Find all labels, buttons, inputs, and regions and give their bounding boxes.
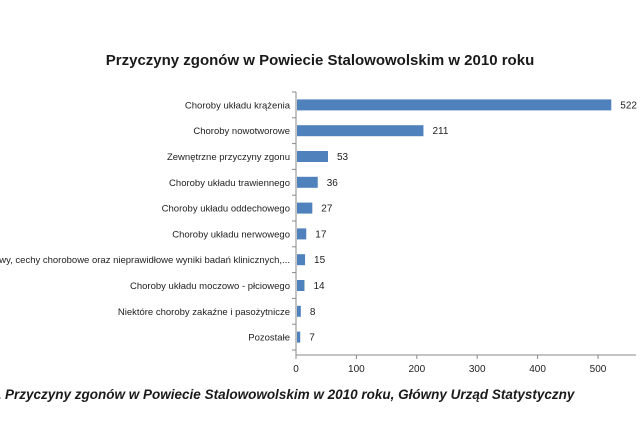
bar bbox=[297, 125, 424, 137]
category-label: Choroby układu moczowo - płciowego bbox=[130, 281, 290, 292]
value-label: 522 bbox=[620, 100, 637, 111]
bar bbox=[297, 280, 305, 291]
category-label: Zewnętrzne przyczyny zgonu bbox=[167, 152, 290, 163]
bar bbox=[297, 228, 307, 240]
category-labels: Choroby układu krążenia Choroby nowotworo… bbox=[0, 100, 291, 343]
x-tick-label: 0 bbox=[293, 364, 299, 375]
value-label: 53 bbox=[337, 152, 349, 163]
category-label: Objawy, cechy chorobowe oraz nieprawidło… bbox=[0, 255, 290, 266]
bar bbox=[297, 99, 612, 111]
value-label: 15 bbox=[314, 255, 326, 266]
x-tick-label: 300 bbox=[469, 364, 486, 375]
value-labels: 522 211 53 36 27 17 15 14 8 7 bbox=[309, 100, 637, 343]
figure-caption: .1 Przyczyny zgonów w Powiecie Stalowowo… bbox=[0, 387, 575, 402]
x-tick-label: 100 bbox=[348, 364, 365, 375]
bar bbox=[297, 331, 301, 343]
value-label: 14 bbox=[313, 281, 325, 292]
value-label: 7 bbox=[309, 333, 315, 344]
category-label: Choroby nowotworowe bbox=[193, 126, 290, 137]
bar bbox=[297, 305, 301, 317]
bar bbox=[297, 254, 306, 266]
category-label: Niektóre choroby zakaźne i pasożytnicze bbox=[118, 307, 290, 318]
category-label: Choroby układu nerwowego bbox=[172, 229, 290, 240]
category-label: Choroby układu krążenia bbox=[185, 100, 291, 111]
value-label: 27 bbox=[321, 204, 333, 215]
bar bbox=[297, 176, 318, 188]
x-tick-label: 200 bbox=[408, 364, 425, 375]
category-label: Choroby układu oddechowego bbox=[162, 204, 290, 215]
bar bbox=[297, 202, 313, 214]
category-label: Pozostałe bbox=[248, 333, 290, 344]
x-tick-label: 500 bbox=[590, 364, 607, 375]
chart-title: Przyczyny zgonów w Powiecie Stalowowolsk… bbox=[105, 52, 535, 69]
value-label: 8 bbox=[310, 307, 316, 318]
category-label: Choroby układu trawiennego bbox=[169, 178, 290, 189]
tick-labels: 0 100 200 300 400 500 bbox=[293, 364, 607, 375]
chart-bars bbox=[297, 99, 612, 343]
value-label: 211 bbox=[432, 126, 448, 137]
value-label: 36 bbox=[327, 178, 339, 189]
value-label: 17 bbox=[315, 229, 327, 240]
chart-axes bbox=[292, 91, 636, 359]
bar bbox=[297, 151, 329, 162]
x-tick-label: 400 bbox=[529, 364, 546, 375]
